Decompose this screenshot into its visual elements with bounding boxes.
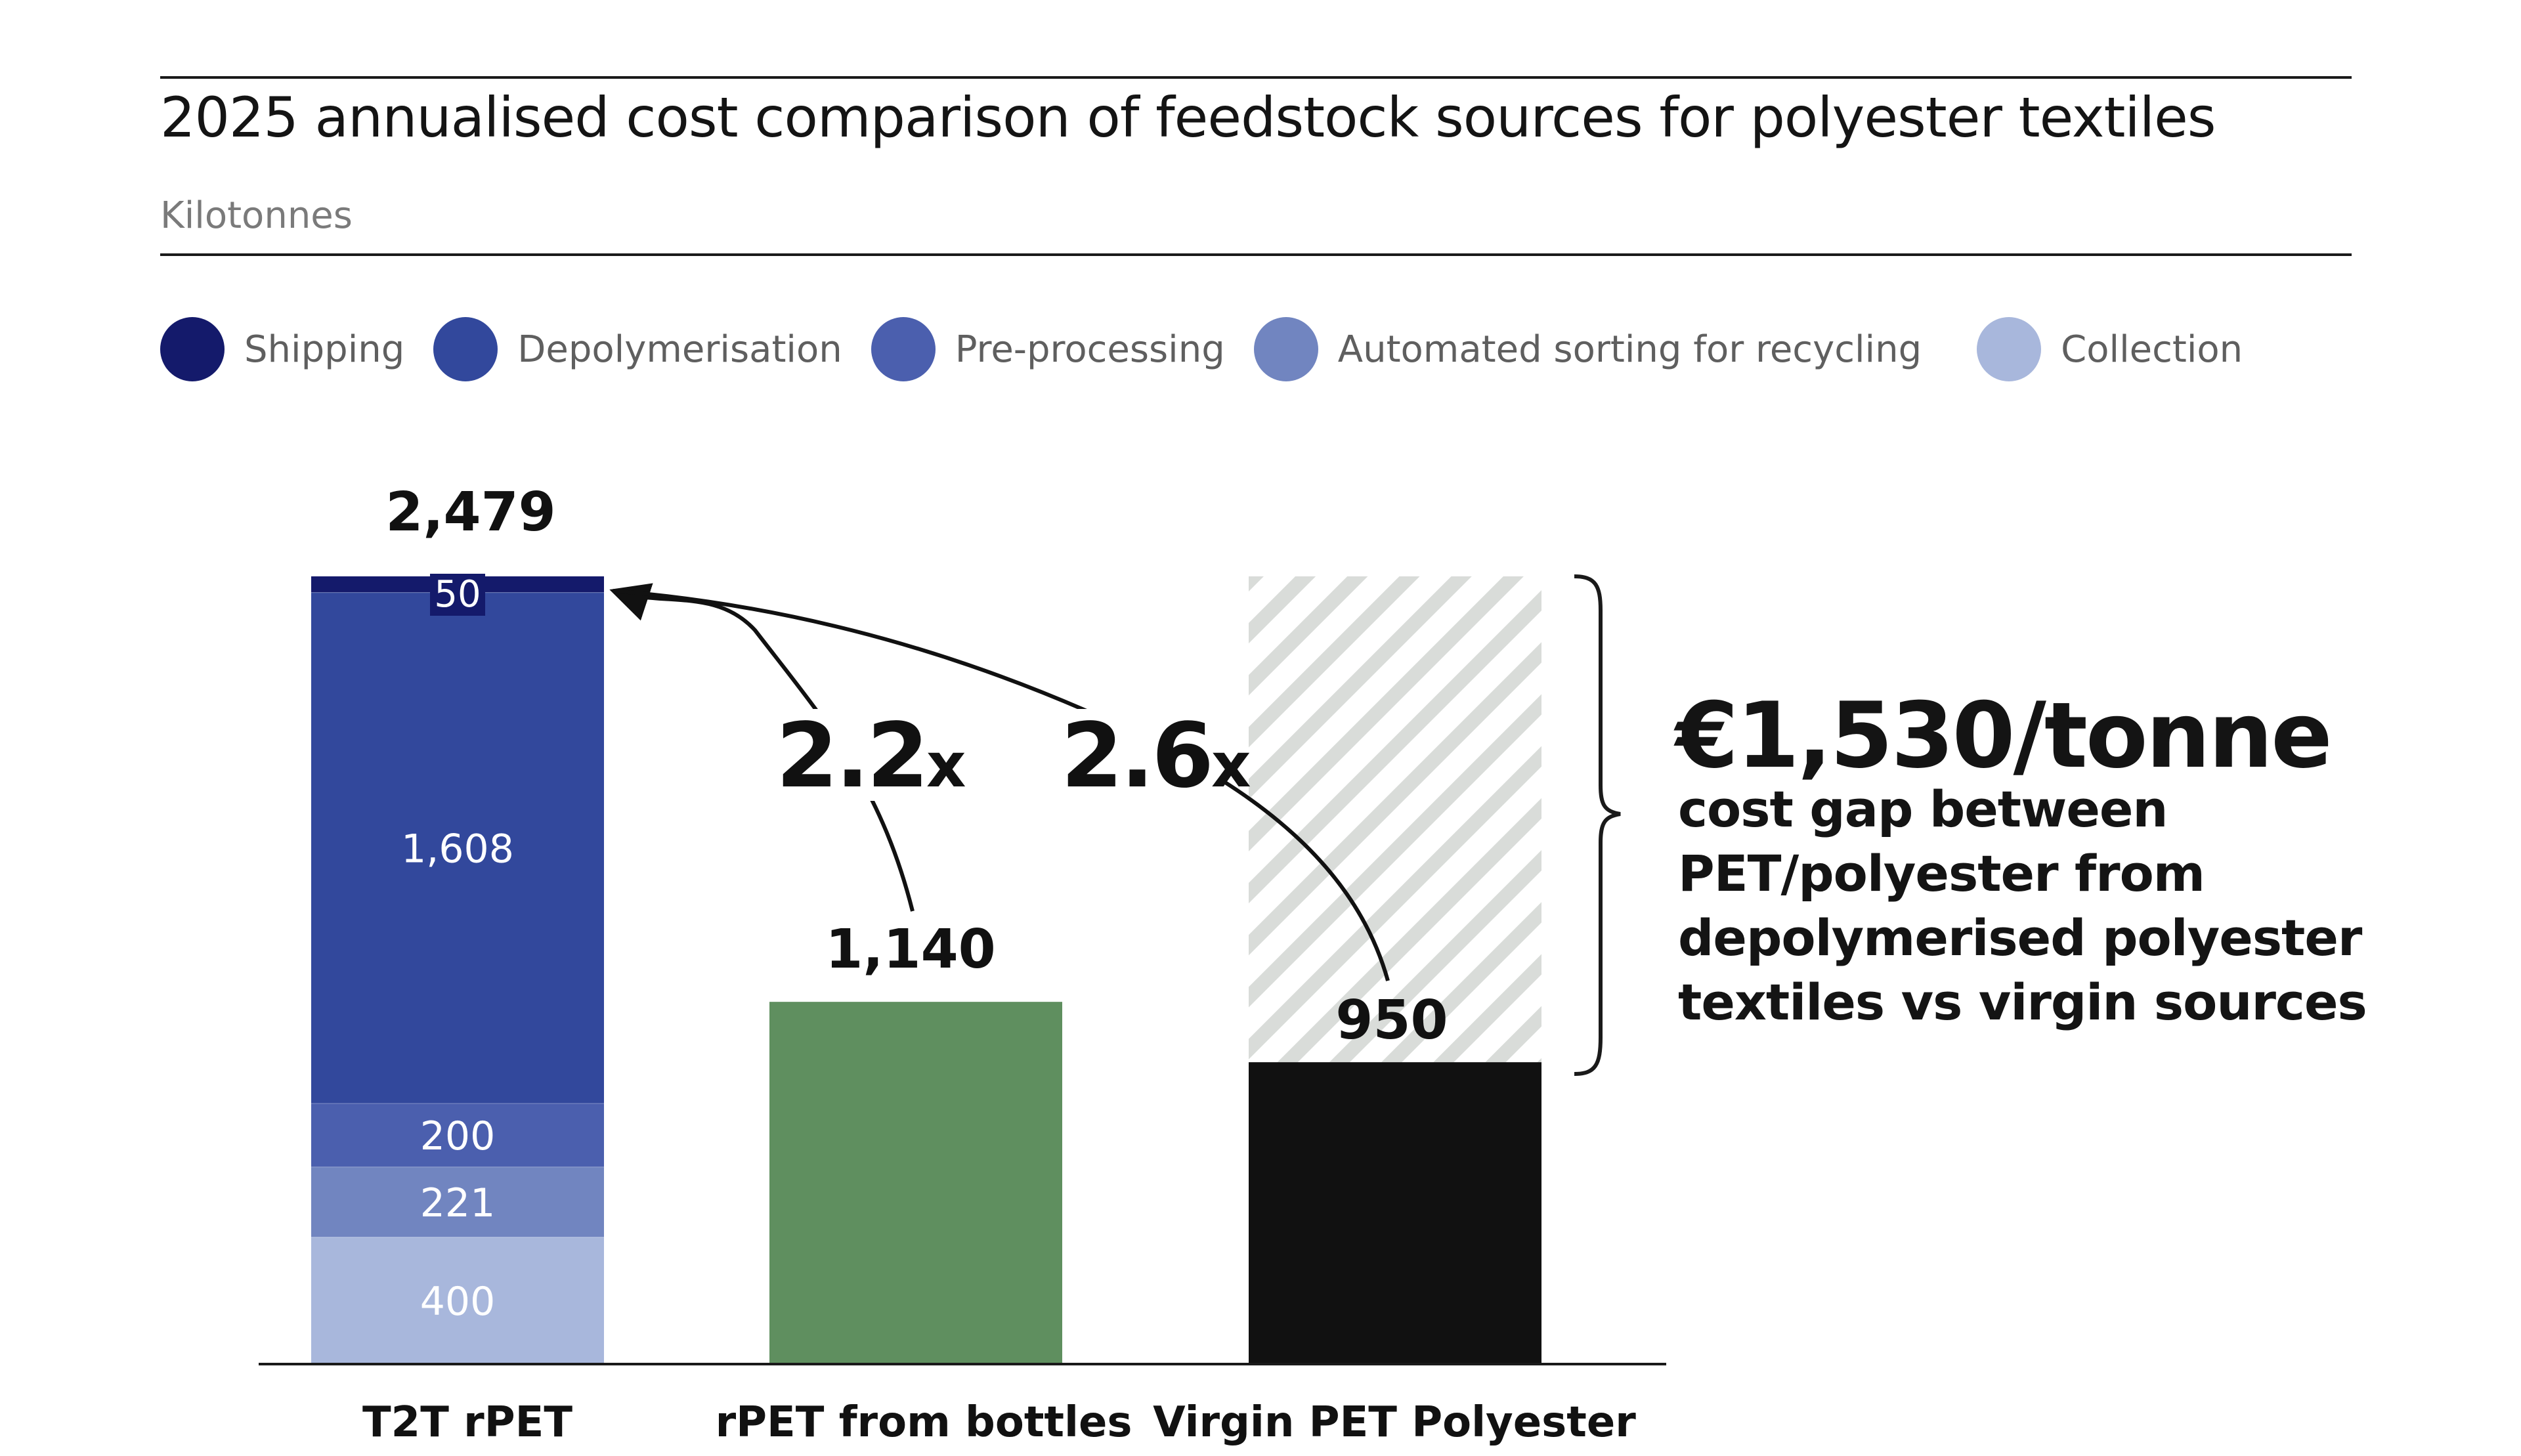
legend-label-depolymerisation: Depolymerisation — [517, 328, 842, 371]
bars-group — [311, 576, 1541, 1364]
bar-t2t-automated-sorting-for-recycling — [311, 1167, 604, 1237]
multiplier-bg-2-6 — [1057, 709, 1224, 801]
legend-item-sorting: Automated sorting for recycling — [1253, 317, 1922, 381]
category-label-t2t: T2T rPET — [362, 1398, 572, 1447]
multiplier-2-6-value: 2.6 — [1061, 704, 1211, 808]
total-label-virgin: 950 — [1335, 989, 1448, 1052]
bar-virgin — [1249, 1062, 1541, 1364]
multiplier-2-2-value: 2.2 — [776, 704, 926, 808]
legend-swatch-shipping — [160, 317, 225, 381]
legend-swatch-depolymerisation — [433, 317, 498, 381]
arrow-rpet-to-t2t — [609, 583, 915, 912]
legend-label-preprocessing: Pre-processing — [955, 328, 1225, 371]
chart-title: 2025 annualised cost comparison of feeds… — [160, 85, 2216, 150]
title-top-rule — [160, 76, 2352, 79]
segment-label-collection: 400 — [420, 1279, 496, 1325]
legend-label-sorting: Automated sorting for recycling — [1337, 328, 1922, 371]
multiplier-2-2: 2.2x — [776, 704, 966, 808]
multiplier-2-6-suffix: x — [1211, 730, 1251, 802]
legend-label-collection: Collection — [2061, 328, 2243, 371]
legend-swatch-sorting — [1253, 317, 1318, 381]
multiplier-bg-2-2 — [772, 709, 939, 801]
total-label-rpet-bottles: 1,140 — [825, 918, 995, 981]
total-label-t2t: 2,479 — [385, 481, 555, 544]
cost-gap-brace — [1574, 574, 1621, 1076]
category-label-virgin: Virgin PET Polyester — [1153, 1398, 1636, 1447]
legend-swatch-preprocessing — [871, 317, 936, 381]
legend-swatch-collection — [1977, 317, 2042, 381]
segment-labels-group: 400 221 200 1,608 50 — [401, 573, 514, 1325]
cost-gap-value: €1,530/tonne — [1675, 683, 2333, 788]
category-label-rpet-bottles: rPET from bottles — [716, 1398, 1132, 1447]
bar-virgin-gap-hatch — [1249, 576, 1541, 1063]
cost-gap-description: cost gap between PET/polyester from depo… — [1678, 780, 2367, 1031]
legend-item-collection: Collection — [1977, 317, 2243, 381]
legend-label-shipping: Shipping — [244, 328, 405, 371]
bar-t2t-pre-processing — [311, 1103, 604, 1167]
segment-label-automated-sorting-for-recycling: 221 — [420, 1180, 496, 1226]
legend-item-shipping: Shipping — [160, 317, 404, 381]
legend: Shipping Depolymerisation Pre-processing… — [160, 316, 2272, 382]
chart-subtitle: Kilotonnes — [160, 194, 353, 237]
legend-item-preprocessing: Pre-processing — [871, 317, 1225, 381]
multiplier-2-2-suffix: x — [926, 730, 966, 802]
segment-label-shipping: 50 — [434, 573, 481, 616]
subtitle-bottom-rule — [160, 253, 2352, 256]
bar-rpet-bottles — [769, 1002, 1062, 1364]
multiplier-2-6: 2.6x — [1061, 704, 1251, 808]
segment-label-depolymerisation: 1,608 — [401, 826, 514, 872]
segment-label-pre-processing: 200 — [420, 1113, 496, 1159]
segment-label-bg-shipping — [430, 574, 485, 616]
bar-t2t-depolymerisation — [311, 592, 604, 1103]
bar-t2t-collection — [311, 1237, 604, 1364]
legend-item-depolymerisation: Depolymerisation — [433, 317, 842, 381]
